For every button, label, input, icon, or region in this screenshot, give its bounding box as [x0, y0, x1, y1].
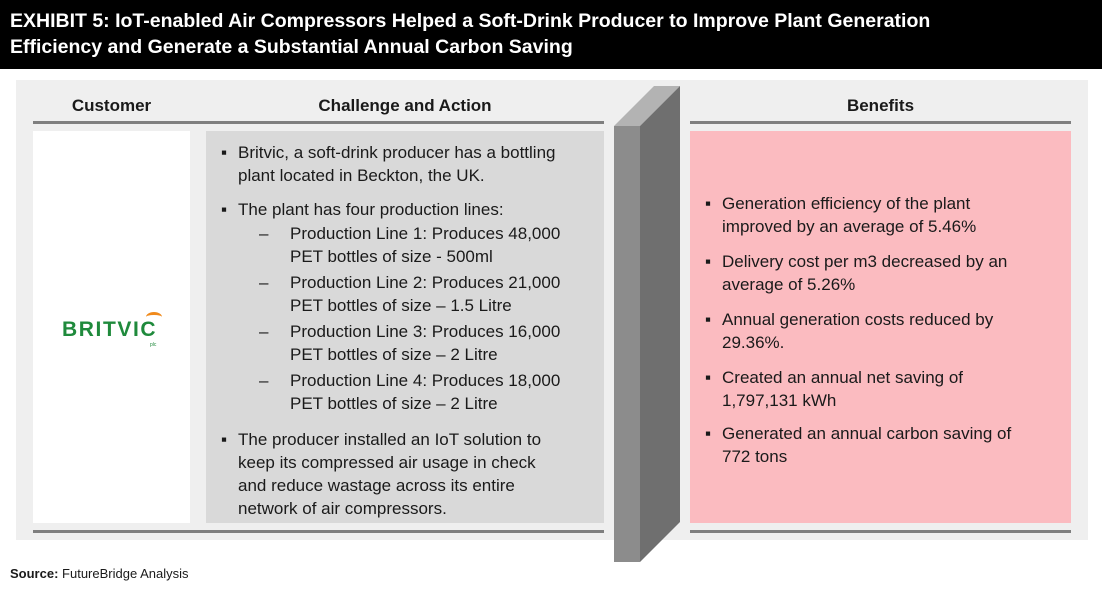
bullet-square-icon: ▪ [221, 430, 228, 449]
benefits-cell [690, 131, 1071, 523]
exhibit-title: EXHIBIT 5: IoT-enabled Air Compressors H… [0, 0, 1102, 69]
benefit-line: Generated an annual carbon saving of [722, 424, 1012, 443]
separator-wall-side [640, 86, 680, 562]
benefit-line: 29.36%. [722, 333, 785, 352]
benefit-line: 772 tons [722, 447, 788, 466]
production-line-text: PET bottles of size - 500ml [290, 247, 493, 266]
dash-icon: – [259, 322, 269, 341]
production-line-text: Production Line 4: Produces 18,000 [290, 371, 561, 390]
britvic-logo-suffix: plc [150, 342, 157, 348]
bullet-square-icon: ▪ [705, 424, 712, 443]
benefit-line: Annual generation costs reduced by [722, 310, 994, 329]
dash-icon: – [259, 371, 269, 390]
britvic-logo-swoosh-icon [146, 312, 162, 322]
britvic-logo: BRITVIC plc [62, 312, 166, 348]
challenge-bullet-line: The plant has four production lines: [238, 200, 504, 219]
bullet-square-icon: ▪ [705, 252, 712, 271]
source-text: FutureBridge Analysis [62, 566, 189, 581]
challenge-bullet-line: and reduce wastage across its entire [238, 476, 515, 495]
footer-divider-left [33, 530, 604, 533]
challenge-bullet-line: keep its compressed air usage in check [238, 453, 536, 472]
britvic-logo-wordmark: BRITVIC [62, 318, 158, 341]
challenge-cell [206, 131, 604, 523]
benefit-line: Generation efficiency of the plant [722, 194, 971, 213]
separator-wall-front [614, 126, 640, 562]
challenge-column-header: Challenge and Action [318, 96, 492, 115]
benefit-line: Delivery cost per m3 decreased by an [722, 252, 1008, 271]
separator-wall [614, 86, 680, 562]
dash-icon: – [259, 273, 269, 292]
benefit-line: improved by an average of 5.46% [722, 217, 977, 236]
bullet-square-icon: ▪ [705, 310, 712, 329]
challenge-bullet-line: The producer installed an IoT solution t… [238, 430, 542, 449]
exhibit-title-line-2: Efficiency and Generate a Substantial An… [10, 36, 573, 58]
bullet-square-icon: ▪ [221, 200, 228, 219]
exhibit-title-line-1: EXHIBIT 5: IoT-enabled Air Compressors H… [10, 10, 931, 32]
benefit-line: average of 5.26% [722, 275, 856, 294]
production-line-text: Production Line 3: Produces 16,000 [290, 322, 561, 341]
header-divider-left [33, 121, 604, 124]
benefit-line: Created an annual net saving of [722, 368, 964, 387]
bullet-square-icon: ▪ [705, 194, 712, 213]
customer-column-header: Customer [71, 96, 152, 115]
benefit-line: 1,797,131 kWh [722, 391, 837, 410]
production-line-text: Production Line 2: Produces 21,000 [290, 273, 561, 292]
header-divider-right [690, 121, 1071, 124]
footer-divider-right [690, 530, 1071, 533]
separator-wall-top [614, 86, 680, 126]
customer-cell [33, 131, 190, 523]
production-line-text: PET bottles of size – 1.5 Litre [290, 296, 512, 315]
challenge-bullet-line: network of air compressors. [238, 499, 447, 518]
production-line-text: Production Line 1: Produces 48,000 [290, 224, 561, 243]
benefits-column-header: Benefits [846, 96, 915, 115]
challenge-bullet-line: Britvic, a soft-drink producer has a bot… [238, 143, 556, 162]
challenge-bullet-line: plant located in Beckton, the UK. [238, 166, 485, 185]
production-line-text: PET bottles of size – 2 Litre [290, 345, 498, 364]
source-label: Source: [10, 566, 59, 581]
production-line-text: PET bottles of size – 2 Litre [290, 394, 498, 413]
bullet-square-icon: ▪ [221, 143, 228, 162]
bullet-square-icon: ▪ [705, 368, 712, 387]
source-note: Source: FutureBridge Analysis [10, 566, 188, 581]
dash-icon: – [259, 224, 269, 243]
